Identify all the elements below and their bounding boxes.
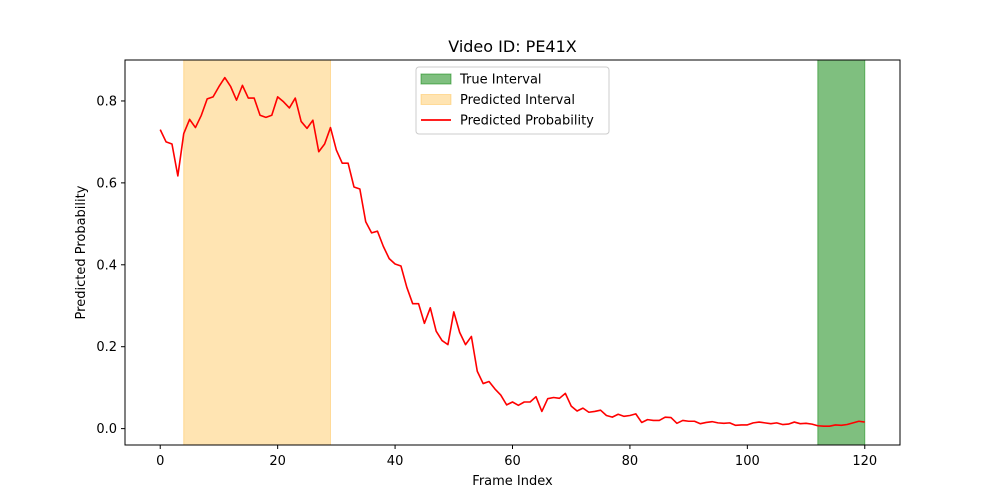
legend-entry-predicted-probability: Predicted Probability bbox=[421, 114, 594, 129]
chart-title: Video ID: PE41X bbox=[448, 37, 577, 56]
x-tick-label: 80 bbox=[622, 454, 639, 469]
x-tick-label: 120 bbox=[852, 454, 877, 469]
legend-label: True Interval bbox=[459, 73, 542, 88]
x-tick-label: 20 bbox=[269, 454, 286, 469]
legend-label: Predicted Probability bbox=[460, 114, 594, 129]
legend-swatch bbox=[420, 94, 452, 105]
legend-entry-predicted-interval: Predicted Interval bbox=[420, 93, 575, 108]
y-axis-title: Predicted Probability bbox=[74, 185, 89, 319]
legend-entry-true-interval: True Interval bbox=[420, 73, 542, 88]
legend: True Interval Predicted Interval Predicted… bbox=[415, 66, 610, 135]
predicted-interval-span bbox=[183, 59, 331, 446]
y-tick-label: 0.8 bbox=[96, 94, 117, 109]
true-interval-span bbox=[817, 59, 866, 446]
x-tick-label: 0 bbox=[156, 454, 164, 469]
predicted-probability-line bbox=[159, 76, 865, 427]
legend-label: Predicted Interval bbox=[460, 93, 575, 108]
y-tick-label: 0.6 bbox=[96, 176, 117, 191]
x-axis-title: Frame Index bbox=[472, 474, 553, 489]
y-tick-label: 0.4 bbox=[96, 258, 117, 273]
x-tick-label: 100 bbox=[735, 454, 760, 469]
x-tick-label: 40 bbox=[387, 454, 404, 469]
y-tick-label: 0.0 bbox=[96, 422, 117, 437]
plot-area: 0 20 40 60 80 100 120 0.0 0.2 0.4 0.6 0.8 bbox=[96, 59, 901, 469]
legend-box bbox=[415, 66, 610, 135]
y-tick-label: 0.2 bbox=[96, 340, 117, 355]
x-tick-label: 60 bbox=[504, 454, 521, 469]
legend-swatch bbox=[420, 73, 452, 85]
